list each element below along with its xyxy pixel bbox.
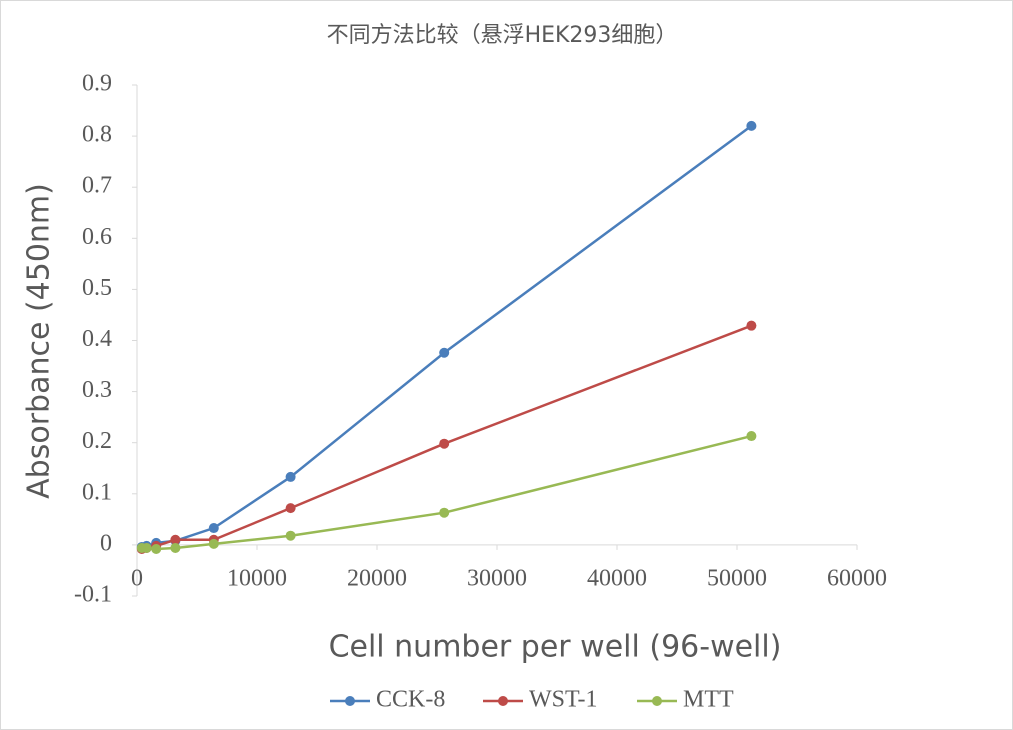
y-tick-label: 0.9 xyxy=(82,71,112,97)
data-point xyxy=(285,530,296,541)
data-point xyxy=(208,538,219,549)
x-tick-label: 60000 xyxy=(827,566,887,592)
y-tick-label: 0.4 xyxy=(82,326,112,352)
legend-label: CCK-8 xyxy=(376,687,445,713)
y-tick-label: 0.5 xyxy=(82,275,112,301)
x-tick-label: 30000 xyxy=(467,566,527,592)
y-tick-label: 0.3 xyxy=(82,377,112,403)
y-tick-label: 0.6 xyxy=(82,224,112,250)
data-point xyxy=(285,503,296,514)
data-point xyxy=(170,534,181,545)
data-point xyxy=(746,120,757,131)
data-point xyxy=(151,543,162,554)
data-point xyxy=(439,438,450,449)
x-tick-label: 50000 xyxy=(707,566,767,592)
x-tick-label: 20000 xyxy=(347,566,407,592)
data-point xyxy=(285,471,296,482)
y-tick-label: 0.8 xyxy=(82,122,112,148)
legend-marker xyxy=(652,696,662,706)
legend-marker xyxy=(345,696,355,706)
x-tick-label: 10000 xyxy=(227,566,287,592)
data-point xyxy=(208,523,219,534)
data-point xyxy=(170,542,181,553)
data-point xyxy=(439,347,450,358)
data-point xyxy=(141,542,152,553)
y-tick-label: 0 xyxy=(100,530,112,556)
y-tick-label: 0.7 xyxy=(82,173,112,199)
x-axis-title: Cell number per well (96-well) xyxy=(329,630,782,665)
x-tick-label: 0 xyxy=(131,566,143,592)
legend-label: WST-1 xyxy=(529,687,597,713)
y-tick-label: 0.2 xyxy=(82,428,112,454)
x-tick-label: 40000 xyxy=(587,566,647,592)
data-point xyxy=(746,431,757,442)
y-tick-label: 0.1 xyxy=(82,479,112,505)
data-point xyxy=(439,507,450,518)
y-tick-label: -0.1 xyxy=(74,582,112,608)
legend-marker xyxy=(498,696,508,706)
data-point xyxy=(746,320,757,331)
chart-title: 不同方法比较（悬浮HEK293细胞） xyxy=(327,23,678,48)
legend-label: MTT xyxy=(683,687,734,713)
y-axis-title: Absorbance (450nm) xyxy=(22,183,57,499)
